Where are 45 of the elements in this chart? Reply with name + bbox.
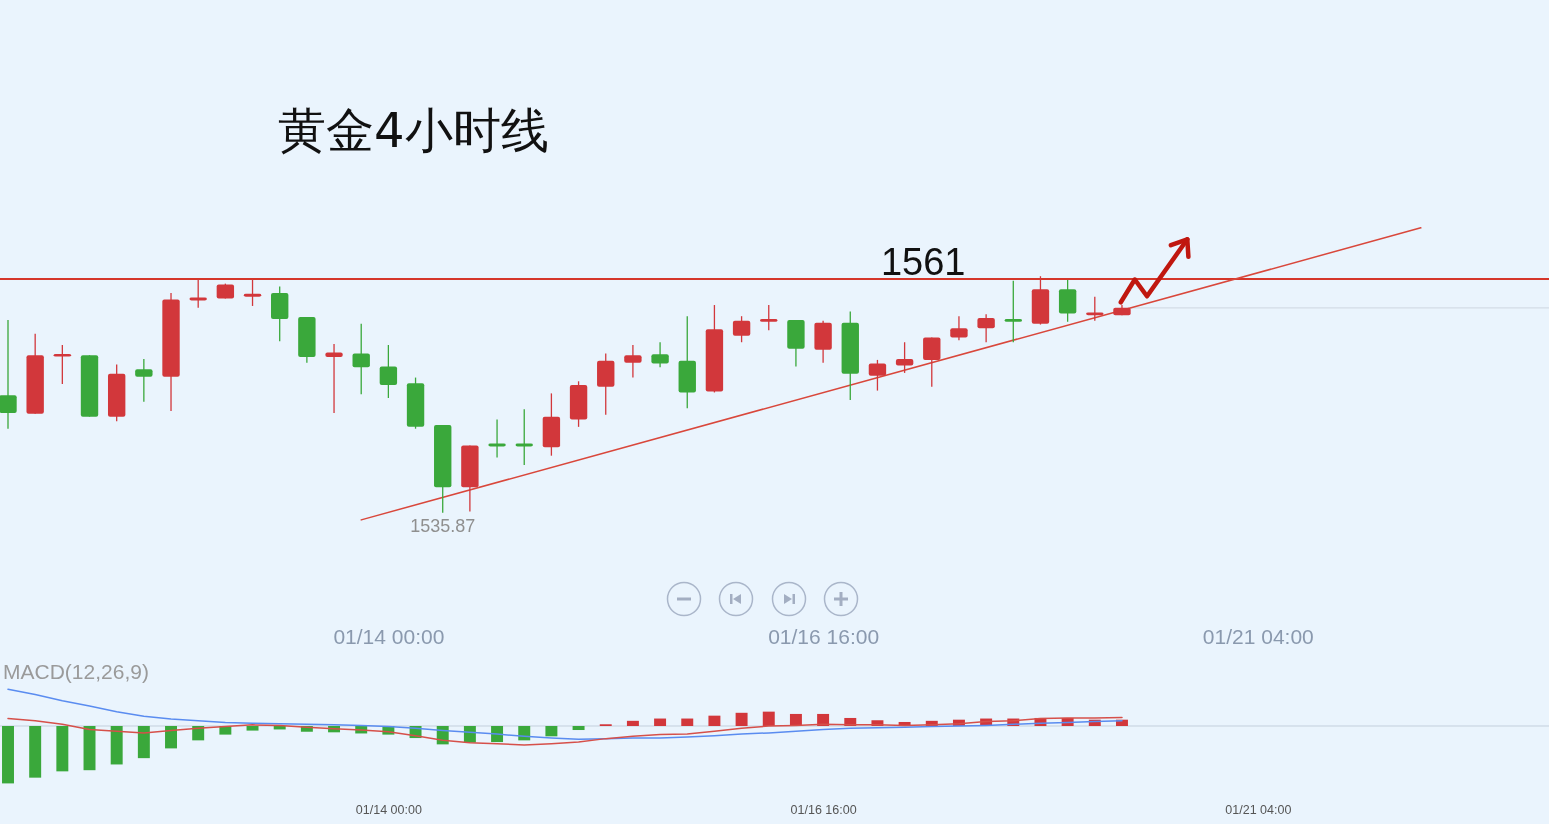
- candlestick: [379, 344, 398, 399]
- candlestick: [732, 315, 751, 343]
- candlestick: [325, 343, 343, 414]
- candlestick: [977, 313, 995, 343]
- x-tick-label: 01/14 00:00: [355, 802, 422, 817]
- bar: [137, 726, 150, 759]
- candlestick: [895, 341, 914, 374]
- x-tick-label: 01/16 16:00: [768, 624, 880, 648]
- candlestick: [352, 322, 370, 395]
- bar: [681, 718, 694, 726]
- bar: [708, 715, 721, 726]
- x-tick-label: 01/21 04:00: [1202, 624, 1314, 648]
- bar: [572, 726, 585, 731]
- bar: [626, 720, 639, 726]
- x-tick-label: 01/16 16:00: [790, 802, 857, 817]
- candlestick: [1004, 280, 1022, 343]
- bar: [762, 711, 775, 726]
- candlestick: [1086, 296, 1104, 322]
- chart-title: MACD(12,26,9): [3, 660, 149, 683]
- bar: [817, 713, 830, 726]
- candlestick: [923, 336, 941, 388]
- annotation: 1535.87: [410, 515, 476, 536]
- candlestick: [950, 315, 968, 342]
- bar: [789, 713, 802, 726]
- candlestick: [868, 359, 887, 392]
- candlestick: [651, 341, 669, 368]
- bar: [29, 726, 42, 778]
- ref-line-label: 1561: [880, 240, 966, 283]
- bar: [110, 726, 123, 765]
- bar: [735, 712, 748, 726]
- candlestick: [760, 304, 778, 331]
- x-tick-label: 01/21 04:00: [1225, 802, 1292, 817]
- x-tick-label: 01/14 00:00: [333, 624, 445, 648]
- chart-title: 黄金4小时线: [278, 102, 549, 158]
- candlestick: [624, 344, 642, 379]
- bar: [246, 726, 259, 731]
- candlestick: [135, 358, 153, 403]
- candlestick: [0, 319, 17, 430]
- candlestick: [53, 344, 72, 385]
- candlestick: [243, 278, 262, 307]
- bar: [545, 726, 558, 737]
- bar: [56, 726, 69, 772]
- bar: [654, 718, 667, 726]
- bar: [165, 726, 177, 749]
- bar: [2, 726, 14, 784]
